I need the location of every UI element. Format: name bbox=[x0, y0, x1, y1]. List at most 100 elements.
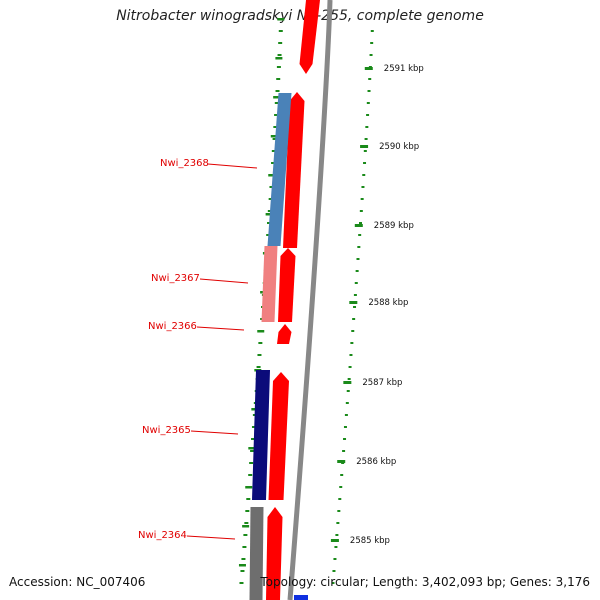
gene-label-leader-line bbox=[196, 326, 245, 331]
inner-major-tick bbox=[248, 447, 256, 450]
minor-tick bbox=[348, 366, 352, 368]
minor-tick bbox=[367, 90, 371, 92]
gene-label-leader-line bbox=[207, 163, 258, 169]
inner-minor-tick bbox=[278, 42, 283, 44]
minor-tick bbox=[354, 282, 358, 284]
minor-tick bbox=[361, 186, 365, 188]
inner-minor-tick bbox=[243, 534, 248, 536]
gene-block-2364 bbox=[249, 507, 264, 600]
minor-tick bbox=[356, 258, 360, 260]
inner-minor-tick bbox=[271, 150, 276, 152]
minor-tick bbox=[355, 270, 359, 272]
inner-minor-tick bbox=[268, 198, 273, 200]
minor-tick bbox=[363, 162, 367, 164]
kbp-major-tick bbox=[330, 539, 339, 542]
inner-minor-tick bbox=[240, 570, 245, 572]
minor-tick bbox=[336, 522, 340, 524]
inner-major-tick bbox=[245, 486, 253, 489]
minor-tick bbox=[352, 318, 356, 320]
blue-feature-marker bbox=[294, 595, 308, 600]
kbp-major-tick bbox=[354, 224, 363, 227]
kbp-major-tick bbox=[349, 301, 358, 304]
kbp-label: 2585 kbp bbox=[350, 536, 390, 546]
gene-label-text: Nwi_2364 bbox=[138, 530, 187, 541]
minor-tick bbox=[357, 246, 361, 248]
inner-minor-tick bbox=[275, 90, 280, 92]
kbp-major-tick bbox=[343, 381, 352, 384]
minor-tick bbox=[333, 558, 337, 560]
gene-features bbox=[249, 0, 333, 600]
inner-minor-tick bbox=[278, 30, 283, 32]
kbp-label: 2588 kbp bbox=[368, 298, 408, 308]
kbp-label: 2590 kbp bbox=[379, 142, 419, 152]
kbp-label: 2589 kbp bbox=[374, 221, 414, 231]
minor-tick bbox=[346, 390, 350, 392]
inner-minor-tick bbox=[277, 54, 282, 56]
minor-tick bbox=[334, 546, 338, 548]
map-title: Nitrobacter winogradskyi Nb-255, complet… bbox=[116, 8, 484, 24]
minor-tick bbox=[366, 102, 370, 104]
minor-tick bbox=[370, 30, 374, 32]
inner-minor-tick bbox=[239, 582, 244, 584]
inner-minor-tick bbox=[272, 138, 277, 140]
kbp-major-tick bbox=[360, 145, 369, 148]
inner-minor-tick bbox=[276, 66, 281, 68]
minor-tick bbox=[359, 210, 363, 212]
gene-label-text: Nwi_2366 bbox=[148, 321, 197, 332]
inner-minor-tick bbox=[267, 222, 272, 224]
inner-major-tick bbox=[265, 213, 273, 216]
inner-minor-tick bbox=[242, 546, 247, 548]
minor-tick bbox=[359, 222, 363, 224]
minor-tick bbox=[340, 474, 344, 476]
inner-minor-tick bbox=[246, 498, 251, 500]
minor-tick bbox=[369, 54, 373, 56]
kbp-major-tick bbox=[337, 460, 346, 463]
minor-tick bbox=[332, 570, 336, 572]
gene-label-text: Nwi_2365 bbox=[142, 425, 191, 436]
minor-tick bbox=[335, 534, 339, 536]
minor-tick bbox=[360, 198, 364, 200]
minor-tick bbox=[338, 498, 342, 500]
strand-arrow-2364 bbox=[266, 507, 283, 600]
inner-minor-tick bbox=[269, 186, 274, 188]
minor-tick bbox=[349, 354, 353, 356]
inner-major-tick bbox=[257, 330, 265, 333]
inner-minor-tick bbox=[256, 366, 261, 368]
minor-tick bbox=[365, 126, 369, 128]
inner-major-tick bbox=[275, 57, 283, 60]
strand-arrow-2366 bbox=[277, 324, 292, 344]
minor-tick bbox=[370, 42, 374, 44]
minor-tick bbox=[331, 582, 335, 584]
minor-tick bbox=[343, 438, 347, 440]
minor-tick bbox=[345, 402, 349, 404]
inner-minor-tick bbox=[273, 126, 278, 128]
inner-minor-tick bbox=[266, 234, 271, 236]
minor-tick bbox=[362, 174, 366, 176]
minor-tick bbox=[337, 510, 341, 512]
inner-minor-tick bbox=[250, 450, 255, 452]
inner-major-tick bbox=[238, 564, 246, 567]
inner-minor-tick bbox=[274, 102, 279, 104]
gene-label-text: Nwi_2367 bbox=[151, 273, 200, 284]
topology-summary: Topology: circular; Length: 3,402,093 bp… bbox=[260, 575, 590, 589]
kbp-label: 2586 kbp bbox=[356, 457, 396, 467]
inner-minor-tick bbox=[251, 426, 256, 428]
gene-block-2367 bbox=[261, 246, 278, 322]
inner-major-tick bbox=[277, 18, 285, 21]
minor-tick bbox=[368, 78, 372, 80]
minor-tick bbox=[353, 294, 357, 296]
inner-major-tick bbox=[273, 96, 281, 99]
kbp-major-tick bbox=[364, 67, 373, 70]
gene-block-2365 bbox=[252, 370, 270, 500]
minor-tick bbox=[363, 150, 367, 152]
kbp-label: 2587 kbp bbox=[362, 378, 402, 388]
inner-minor-tick bbox=[249, 462, 254, 464]
minor-tick bbox=[353, 306, 357, 308]
strand-arrow-2365 bbox=[268, 372, 289, 500]
minor-tick bbox=[364, 138, 368, 140]
gene-block-2368 bbox=[267, 93, 292, 246]
minor-tick bbox=[350, 342, 354, 344]
inner-minor-tick bbox=[244, 522, 249, 524]
strand-arrow-top bbox=[299, 0, 320, 74]
